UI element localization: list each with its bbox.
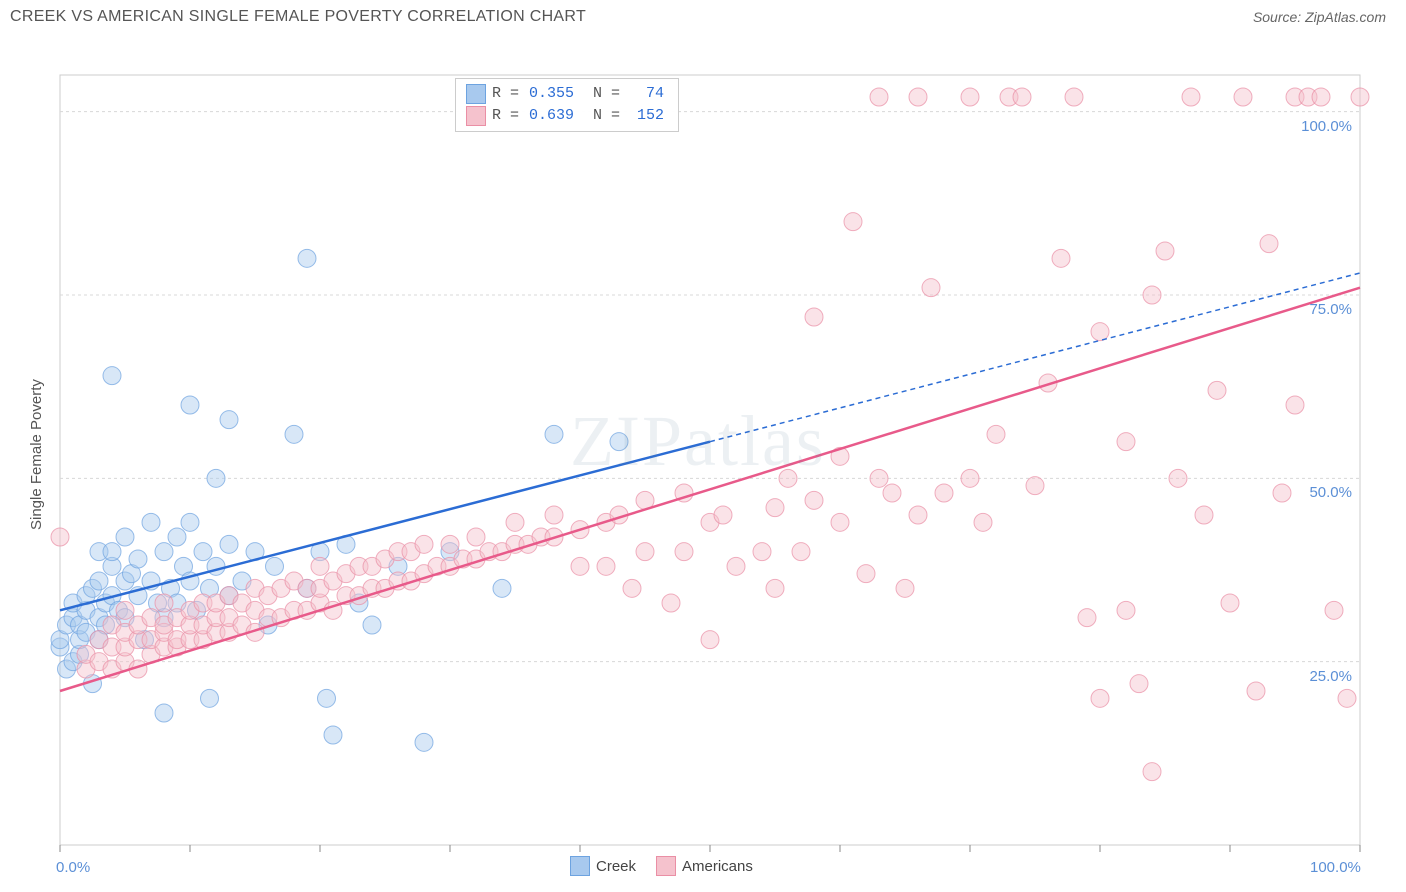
legend-label: Americans (682, 858, 753, 875)
r-value: 0.639 (525, 105, 578, 127)
n-label: N = (584, 83, 620, 105)
stats-row: R = 0.355 N = 74 (466, 83, 668, 105)
series-swatch (466, 84, 486, 104)
legend-label: Creek (596, 858, 636, 875)
x-tick-label: 100.0% (1310, 859, 1361, 876)
source-label: Source: ZipAtlas.com (1253, 9, 1386, 25)
chart-title: CREEK VS AMERICAN SINGLE FEMALE POVERTY … (10, 8, 586, 26)
legend-item: Americans (656, 856, 753, 876)
stats-row: R = 0.639 N = 152 (466, 105, 668, 127)
legend-swatch (570, 856, 590, 876)
legend-swatch (656, 856, 676, 876)
series-swatch (466, 106, 486, 126)
r-label: R = (492, 83, 519, 105)
correlation-stats-box: R = 0.355 N = 74 R = 0.639 N = 152 (455, 78, 679, 132)
y-tick-label: 25.0% (1309, 668, 1352, 685)
legend-item: Creek (570, 856, 636, 876)
scatter-chart-svg (10, 30, 1396, 880)
r-label: R = (492, 105, 519, 127)
chart-area: ZIPatlas Single Female Poverty R =0.355 … (10, 30, 1396, 885)
y-axis-label: Single Female Poverty (28, 379, 45, 530)
r-value: 0.355 (525, 83, 578, 105)
n-value: 74 (626, 83, 668, 105)
n-label: N = (584, 105, 620, 127)
series-legend: Creek Americans (570, 856, 753, 876)
n-value: 152 (626, 105, 668, 127)
y-tick-label: 100.0% (1301, 118, 1352, 135)
chart-container: CREEK VS AMERICAN SINGLE FEMALE POVERTY … (0, 0, 1406, 892)
y-tick-label: 75.0% (1309, 301, 1352, 318)
x-tick-label: 0.0% (56, 859, 90, 876)
y-tick-label: 50.0% (1309, 484, 1352, 501)
header: CREEK VS AMERICAN SINGLE FEMALE POVERTY … (0, 0, 1406, 30)
